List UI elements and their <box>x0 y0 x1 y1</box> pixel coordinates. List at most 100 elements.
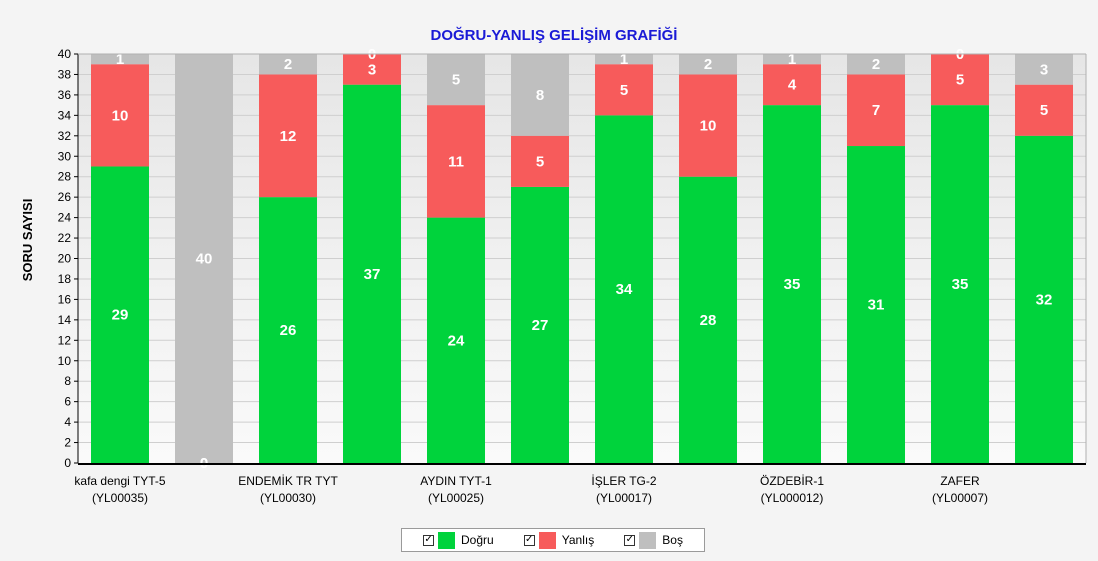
data-label: 5 <box>1040 102 1048 119</box>
bar-doru-8 <box>763 105 821 463</box>
legend-item-bos[interactable]: ✓ Boş <box>624 531 683 549</box>
data-label: 1 <box>620 51 628 68</box>
data-label: 26 <box>280 322 297 339</box>
data-label: 29 <box>112 307 129 324</box>
legend-item-dogru[interactable]: ✓ Doğru <box>423 531 494 549</box>
bar-doru-6 <box>595 115 653 463</box>
legend-item-yanlis[interactable]: ✓ Yanlış <box>523 531 595 549</box>
bar-yanl-9 <box>847 74 905 147</box>
data-label: 10 <box>700 118 717 135</box>
bar-yanl-2 <box>259 74 317 198</box>
bar-bo-0 <box>91 54 149 65</box>
legend-label: Yanlış <box>561 533 595 547</box>
bar-doru-7 <box>679 176 737 463</box>
bar-bo-4 <box>427 54 485 106</box>
y-tick-label: 26 <box>58 190 72 204</box>
bar-bo-11 <box>1015 54 1073 85</box>
bar-bo-1 <box>175 54 233 463</box>
data-label: 5 <box>536 153 544 170</box>
legend-swatch-yanlis <box>538 531 556 549</box>
bar-doru-3 <box>343 84 401 464</box>
data-label: 35 <box>952 276 969 293</box>
data-label: 40 <box>196 251 213 268</box>
x-tick-label: İŞLER TG-2 <box>591 474 656 488</box>
data-label: 12 <box>280 128 297 145</box>
x-tick-sublabel: (YL00030) <box>260 491 316 505</box>
bar-bo-2 <box>259 54 317 75</box>
bar-yanl-7 <box>679 74 737 177</box>
data-label: 35 <box>784 276 801 293</box>
bar-yanl-3 <box>343 54 401 85</box>
bar-doru-2 <box>259 197 317 463</box>
labels-layer: 2910100402612237302411527583451281023541… <box>112 46 1053 472</box>
bar-yanl-4 <box>427 105 485 218</box>
checkbox-icon[interactable]: ✓ <box>423 534 435 546</box>
bar-yanl-0 <box>91 64 149 167</box>
y-tick-label: 2 <box>64 436 71 450</box>
chart-title: DOĞRU-YANLIŞ GELİŞİM GRAFİĞİ <box>431 26 678 44</box>
data-label: 8 <box>536 87 544 104</box>
bar-doru-0 <box>91 166 149 463</box>
data-label: 5 <box>956 72 964 89</box>
legend-swatch-dogru <box>438 531 456 549</box>
bar-doru-10 <box>931 105 989 463</box>
x-tick-label: AYDIN TYT-1 <box>420 474 492 488</box>
bars-layer <box>91 54 1073 464</box>
bar-yanl-8 <box>763 64 821 106</box>
data-label: 1 <box>116 51 124 68</box>
y-tick-label: 22 <box>58 231 72 245</box>
data-label: 7 <box>872 102 880 119</box>
y-tick-label: 18 <box>58 272 72 286</box>
bar-bo-7 <box>679 54 737 75</box>
x-tick-label: kafa dengi TYT-5 <box>74 474 165 488</box>
y-tick-label: 20 <box>58 252 72 266</box>
y-tick-label: 10 <box>58 354 72 368</box>
data-label: 3 <box>368 61 376 78</box>
bar-yanl-10 <box>931 54 989 106</box>
legend-swatch-bos <box>639 531 657 549</box>
y-tick-label: 16 <box>58 292 72 306</box>
x-tick-sublabel: (YL00007) <box>932 491 988 505</box>
data-label: 2 <box>284 56 292 73</box>
data-label: 3 <box>1040 61 1048 78</box>
checkbox-icon[interactable]: ✓ <box>523 534 535 546</box>
bar-doru-11 <box>1015 135 1073 464</box>
y-tick-label: 12 <box>58 333 72 347</box>
data-label: 10 <box>112 107 129 124</box>
y-tick-label: 24 <box>58 211 72 225</box>
y-tick-label: 34 <box>58 108 72 122</box>
y-tick-label: 30 <box>58 149 72 163</box>
data-label: 27 <box>532 317 549 334</box>
checkbox-icon[interactable]: ✓ <box>624 534 636 546</box>
x-tick-label: ZAFER <box>940 474 980 488</box>
data-label: 5 <box>620 82 628 99</box>
bar-doru-5 <box>511 186 569 464</box>
x-tick-sublabel: (YL00025) <box>428 491 484 505</box>
y-tick-label: 6 <box>64 395 71 409</box>
bar-bo-6 <box>595 54 653 65</box>
data-label: 24 <box>448 332 465 349</box>
data-label: 31 <box>868 297 885 314</box>
bar-bo-9 <box>847 54 905 75</box>
x-tick-label: ENDEMİK TR TYT <box>238 474 338 488</box>
bar-bo-5 <box>511 54 569 136</box>
data-label: 34 <box>616 281 633 298</box>
data-label: 28 <box>700 312 717 329</box>
legend-label: Boş <box>662 533 683 547</box>
data-label: 37 <box>364 266 381 283</box>
bar-yanl-11 <box>1015 84 1073 136</box>
x-tick-sublabel: (YL000012) <box>761 491 824 505</box>
bar-yanl-6 <box>595 64 653 116</box>
data-label: 32 <box>1036 291 1053 308</box>
y-tick-label: 36 <box>58 88 72 102</box>
data-label: 5 <box>452 72 460 89</box>
y-tick-label: 40 <box>58 47 72 61</box>
x-tick-sublabel: (YL00035) <box>92 491 148 505</box>
legend-label: Doğru <box>461 533 494 547</box>
y-tick-label: 0 <box>64 456 71 470</box>
y-tick-label: 38 <box>58 67 72 81</box>
y-tick-label: 14 <box>58 313 72 327</box>
data-label: 2 <box>872 56 880 73</box>
